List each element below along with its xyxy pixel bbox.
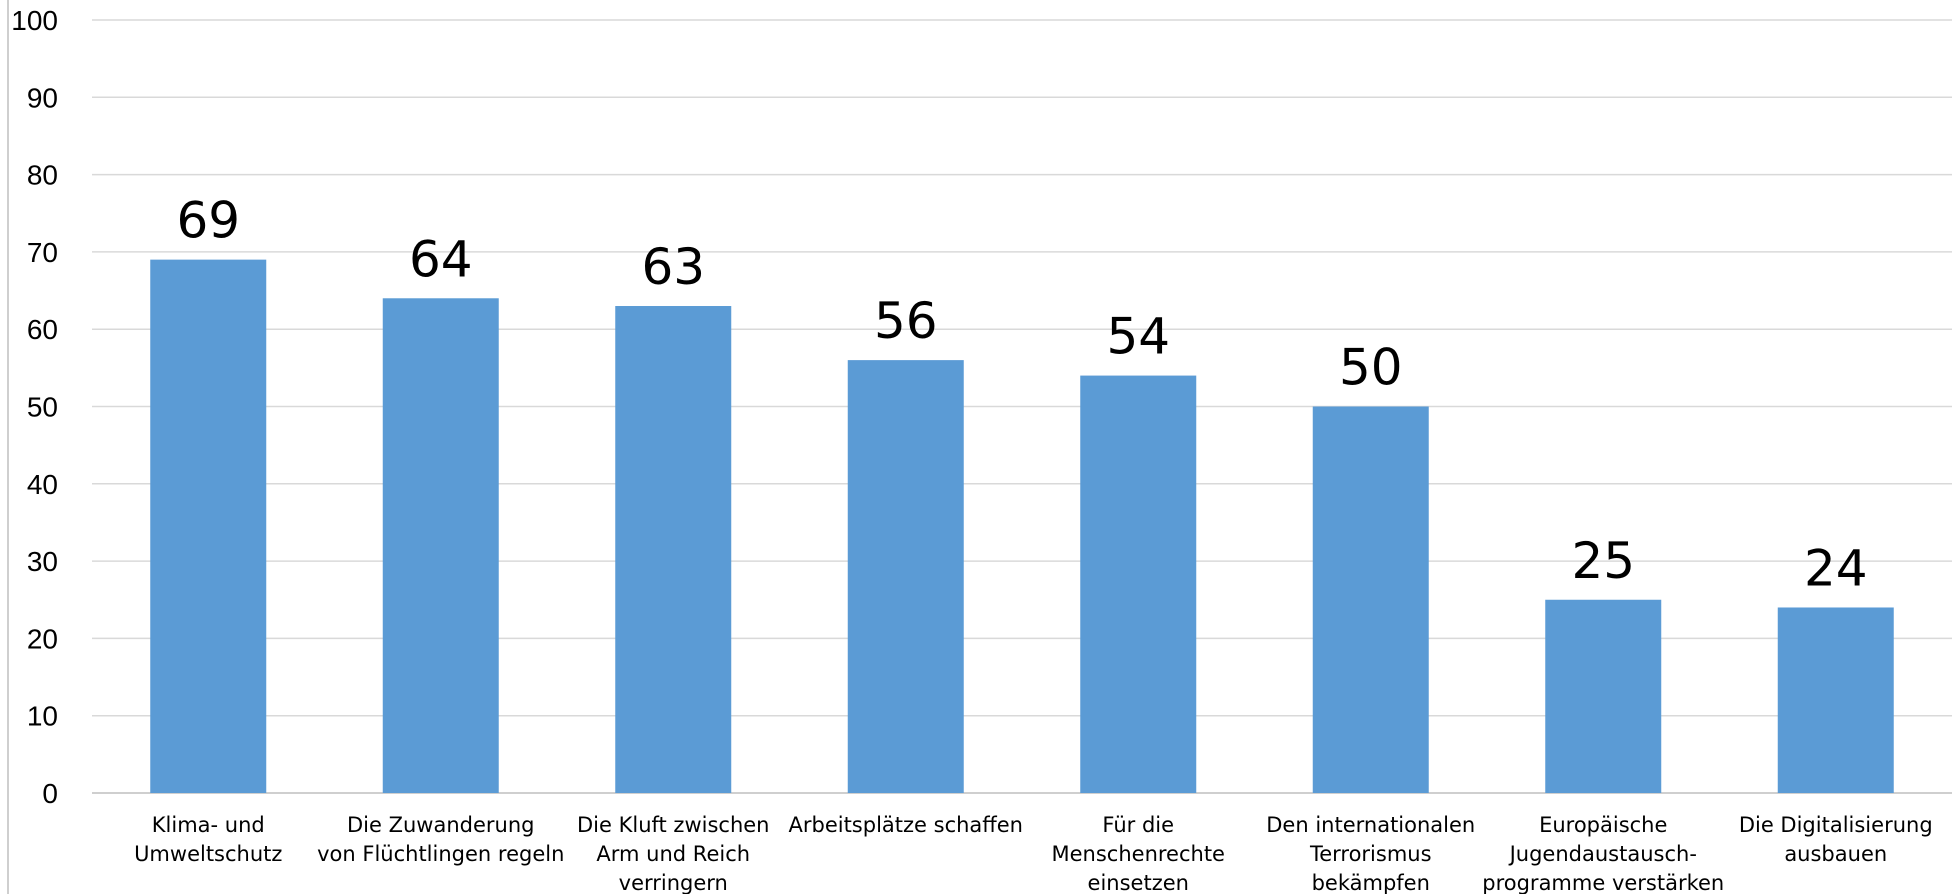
x-axis-tick-labels: Klima- und Umweltschutz Die Zuwanderung von… [134,813,1933,894]
y-tick-label: 50 [27,392,58,423]
bar [1777,607,1894,793]
y-tick-label: 60 [27,314,58,345]
y-tick-label: 30 [27,546,58,577]
y-tick-label: 70 [27,237,58,268]
bars [150,259,1894,793]
bar [1545,599,1662,793]
x-tick-label: Die Zuwanderung von Flüchtlingen regeln [317,813,564,866]
data-label: 69 [176,192,240,250]
bar [1080,375,1197,793]
bar [615,306,732,793]
data-label: 50 [1339,339,1403,397]
y-axis-tick-labels: 0 10 20 30 40 50 60 70 80 90 100 [11,5,58,809]
y-tick-label: 20 [27,623,58,654]
bar [1312,406,1429,793]
x-tick-label: Den internationalen Terrorismus bekämpfen [1266,813,1475,894]
data-label: 54 [1106,308,1170,366]
data-label: 56 [874,292,938,350]
bar [150,259,267,793]
y-tick-label: 80 [27,160,58,191]
x-tick-label: Für die Menschenrechte einsetzen [1052,813,1225,894]
data-label: 63 [641,238,705,296]
x-tick-label: Die Kluft zwischen Arm und Reich verringer… [577,813,770,894]
data-labels: 69 64 63 56 54 50 25 24 [176,192,1867,598]
data-label: 24 [1804,539,1868,597]
y-tick-label: 90 [27,82,58,113]
y-tick-label: 0 [42,778,58,809]
x-tick-label: Arbeitsplätze schaffen [788,813,1023,837]
bar [382,298,499,793]
y-tick-label: 10 [27,701,58,732]
data-label: 64 [409,230,473,288]
x-tick-label: Europäische Jugendaustausch-programme ver… [1482,813,1724,894]
y-tick-label: 40 [27,469,58,500]
bar [847,360,964,793]
data-label: 25 [1571,532,1635,590]
y-tick-label: 100 [11,5,58,36]
x-tick-label: Klima- und Umweltschutz [134,813,282,866]
x-tick-label: Die Digitalisierung ausbauen [1739,813,1933,866]
